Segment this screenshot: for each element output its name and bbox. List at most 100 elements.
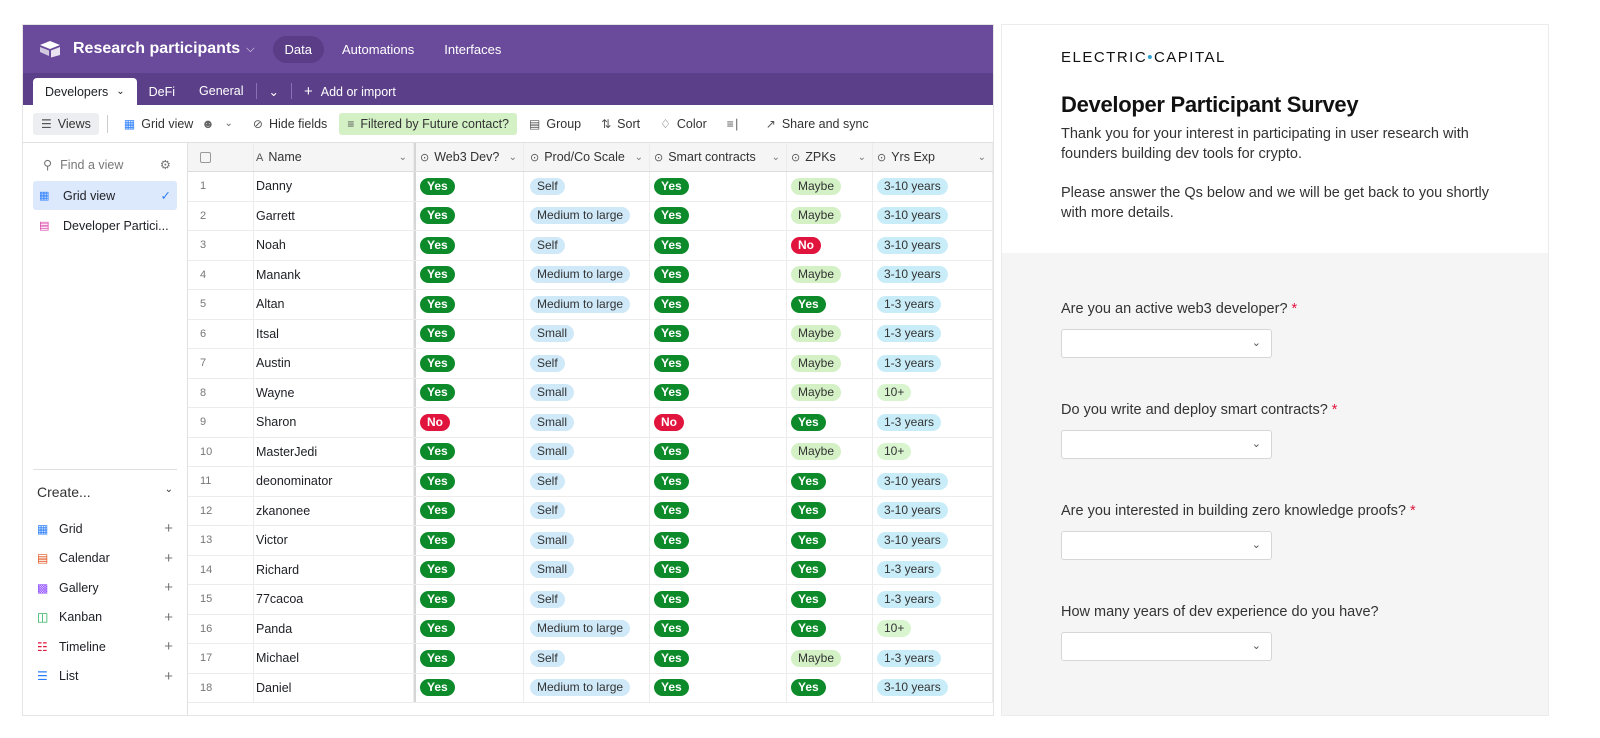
create-calendar[interactable]: ▤ Calendar + <box>33 544 177 574</box>
web3-cell[interactable]: Yes <box>414 437 524 466</box>
hide-fields-button[interactable]: ⊘ Hide fields <box>245 113 335 135</box>
smart-contracts-cell[interactable]: Yes <box>650 496 787 525</box>
row-number[interactable]: 13 <box>188 526 254 555</box>
yrs-exp-cell[interactable]: 1-3 years <box>873 555 993 584</box>
group-button[interactable]: ▤ Group <box>521 113 589 135</box>
yrs-exp-cell[interactable]: 1-3 years <box>873 319 993 348</box>
name-cell[interactable]: Manank <box>254 260 414 289</box>
smart-contracts-cell[interactable]: Yes <box>650 201 787 230</box>
smart-contracts-cell[interactable]: Yes <box>650 644 787 673</box>
scale-cell[interactable]: Self <box>524 644 650 673</box>
row-number[interactable]: 3 <box>188 231 254 260</box>
column-header-yrs-exp[interactable]: ⊙ Yrs Exp ⌄ <box>873 143 993 171</box>
smart-contracts-cell[interactable]: Yes <box>650 319 787 348</box>
zpks-cell[interactable]: Yes <box>787 585 873 614</box>
name-cell[interactable]: Daniel <box>254 673 414 702</box>
zpks-cell[interactable]: Yes <box>787 673 873 702</box>
scale-cell[interactable]: Small <box>524 526 650 555</box>
tab-interfaces[interactable]: Interfaces <box>444 41 502 57</box>
yrs-exp-cell[interactable]: 1-3 years <box>873 408 993 437</box>
share-sync-button[interactable]: ↗ Share and sync <box>758 113 877 135</box>
select-all-checkbox[interactable] <box>188 143 254 171</box>
name-cell[interactable]: Richard <box>254 555 414 584</box>
row-number[interactable]: 18 <box>188 673 254 702</box>
yrs-exp-cell[interactable]: 3-10 years <box>873 201 993 230</box>
name-cell[interactable]: Wayne <box>254 378 414 407</box>
zpks-cell[interactable]: Maybe <box>787 172 873 201</box>
table-row[interactable]: 8 Wayne Yes Small Yes Maybe 10+ <box>188 378 993 408</box>
yrs-exp-cell[interactable]: 3-10 years <box>873 526 993 555</box>
name-cell[interactable]: Michael <box>254 644 414 673</box>
web3-cell[interactable]: Yes <box>414 644 524 673</box>
table-row[interactable]: 16 Panda Yes Medium to large Yes Yes 10+ <box>188 614 993 644</box>
scale-cell[interactable]: Self <box>524 585 650 614</box>
add-or-import-button[interactable]: + Add or import <box>292 78 408 105</box>
table-tab-developers[interactable]: Developers ⌄ <box>33 78 137 105</box>
zpks-cell[interactable]: Yes <box>787 526 873 555</box>
row-number[interactable]: 2 <box>188 201 254 230</box>
zpks-cell[interactable]: Yes <box>787 467 873 496</box>
web3-cell[interactable]: Yes <box>414 231 524 260</box>
create-gallery[interactable]: ▩ Gallery + <box>33 573 177 603</box>
find-view-input[interactable]: ⚲ Find a view ⚙ <box>33 151 177 180</box>
color-button[interactable]: ♢ Color <box>652 113 715 135</box>
smart-contracts-cell[interactable]: Yes <box>650 437 787 466</box>
table-row[interactable]: 6 Itsal Yes Small Yes Maybe 1-3 years <box>188 319 993 349</box>
row-number[interactable]: 12 <box>188 496 254 525</box>
web3-cell[interactable]: Yes <box>414 673 524 702</box>
table-row[interactable]: 18 Daniel Yes Medium to large Yes Yes 3-10 yea… <box>188 673 993 703</box>
name-cell[interactable]: Victor <box>254 526 414 555</box>
web3-cell[interactable]: Yes <box>414 555 524 584</box>
name-cell[interactable]: Altan <box>254 290 414 319</box>
name-cell[interactable]: Panda <box>254 614 414 643</box>
name-cell[interactable]: 77cacoa <box>254 585 414 614</box>
table-row[interactable]: 7 Austin Yes Self Yes Maybe 1-3 years <box>188 349 993 379</box>
smart-contracts-cell[interactable]: Yes <box>650 673 787 702</box>
row-number[interactable]: 16 <box>188 614 254 643</box>
smart-contracts-cell[interactable]: No <box>650 408 787 437</box>
web3-cell[interactable]: Yes <box>414 585 524 614</box>
smart-contracts-cell[interactable]: Yes <box>650 290 787 319</box>
table-row[interactable]: 9 Sharon No Small No Yes 1-3 years <box>188 408 993 438</box>
scale-cell[interactable]: Self <box>524 172 650 201</box>
yrs-exp-cell[interactable]: 3-10 years <box>873 467 993 496</box>
name-cell[interactable]: Austin <box>254 349 414 378</box>
yrs-exp-cell[interactable]: 3-10 years <box>873 673 993 702</box>
scale-cell[interactable]: Medium to large <box>524 290 650 319</box>
row-number[interactable]: 9 <box>188 408 254 437</box>
smart-contracts-cell[interactable]: Yes <box>650 378 787 407</box>
row-number[interactable]: 4 <box>188 260 254 289</box>
smart-contracts-cell[interactable]: Yes <box>650 467 787 496</box>
name-cell[interactable]: MasterJedi <box>254 437 414 466</box>
scale-cell[interactable]: Medium to large <box>524 614 650 643</box>
scale-cell[interactable]: Self <box>524 349 650 378</box>
smart-contracts-cell[interactable]: Yes <box>650 526 787 555</box>
create-list[interactable]: ☰ List + <box>33 662 177 692</box>
zpks-cell[interactable]: Maybe <box>787 644 873 673</box>
table-row[interactable]: 4 Manank Yes Medium to large Yes Maybe 3-10 ye… <box>188 260 993 290</box>
create-timeline[interactable]: ☷ Timeline + <box>33 632 177 662</box>
scale-cell[interactable]: Small <box>524 555 650 584</box>
zpks-cell[interactable]: No <box>787 231 873 260</box>
column-header-scale[interactable]: ⊙ Prod/Co Scale ⌄ <box>524 143 650 171</box>
table-row[interactable]: 10 MasterJedi Yes Small Yes Maybe 10+ <box>188 437 993 467</box>
table-row[interactable]: 12 zkanonee Yes Self Yes Yes 3-10 years <box>188 496 993 526</box>
table-row[interactable]: 11 deonominator Yes Self Yes Yes 3-10 years <box>188 467 993 497</box>
yrs-exp-cell[interactable]: 1-3 years <box>873 644 993 673</box>
web3-cell[interactable]: Yes <box>414 319 524 348</box>
scale-cell[interactable]: Small <box>524 378 650 407</box>
name-cell[interactable]: zkanonee <box>254 496 414 525</box>
yrs-exp-cell[interactable]: 1-3 years <box>873 585 993 614</box>
zk-proofs-select[interactable]: ⌄ <box>1061 531 1272 560</box>
name-cell[interactable]: Garrett <box>254 201 414 230</box>
table-row[interactable]: 5 Altan Yes Medium to large Yes Yes 1-3 years <box>188 290 993 320</box>
scale-cell[interactable]: Small <box>524 437 650 466</box>
web3-cell[interactable]: Yes <box>414 614 524 643</box>
create-kanban[interactable]: ◫ Kanban + <box>33 603 177 633</box>
yrs-exp-cell[interactable]: 1-3 years <box>873 290 993 319</box>
yrs-exp-cell[interactable]: 10+ <box>873 437 993 466</box>
scale-cell[interactable]: Medium to large <box>524 260 650 289</box>
name-cell[interactable]: Danny <box>254 172 414 201</box>
create-header[interactable]: Create... ⌄ <box>33 484 177 514</box>
row-number[interactable]: 15 <box>188 585 254 614</box>
